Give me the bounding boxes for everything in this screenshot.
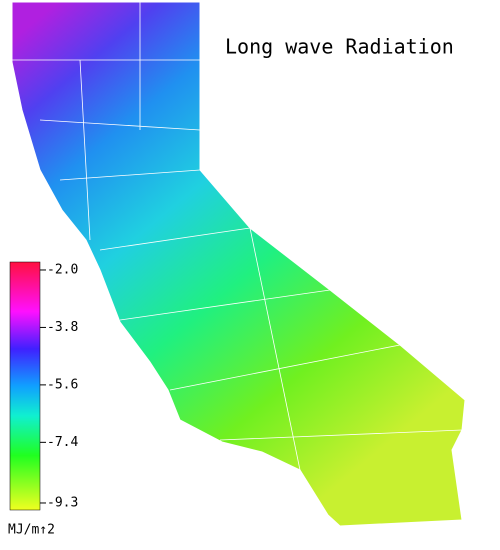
unit-label: MJ/m↑2 xyxy=(8,523,55,538)
tick-label: -3.8 xyxy=(47,320,78,335)
tick-label: -5.6 xyxy=(47,377,78,392)
tick-label: -7.4 xyxy=(47,435,78,450)
tick-label: -9.3 xyxy=(47,495,78,510)
tick-label: -2.0 xyxy=(47,262,78,277)
colorbar xyxy=(9,261,41,511)
county-borders xyxy=(12,2,463,471)
state-shape xyxy=(11,1,466,527)
map-title: Long wave Radiation xyxy=(225,35,454,59)
